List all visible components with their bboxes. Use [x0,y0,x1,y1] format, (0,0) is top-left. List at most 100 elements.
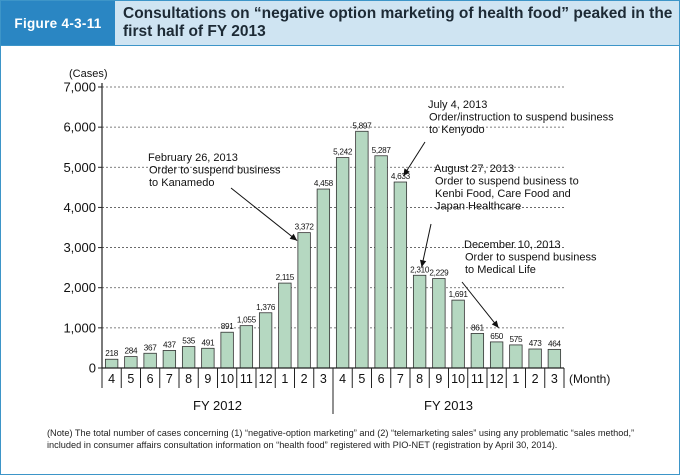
bar [374,155,388,369]
y-tick-label: 2,000 [63,280,96,295]
annotation-arrow [230,187,298,242]
x-tick-label: 11 [240,372,253,386]
x-tick-label: 9 [204,372,211,386]
annotation-line: August 27, 2013 [434,163,514,175]
bar-value-label: 2,310 [410,265,430,274]
bar [355,130,369,369]
bar [143,352,157,369]
x-tick-label: 6 [147,372,154,386]
annotation-line: Order to suspend business [465,252,597,264]
bar-value-label: 861 [471,323,485,332]
bar-value-label: 2,229 [429,269,449,278]
bar-value-label: 575 [509,335,523,344]
bar-value-label: 3,372 [295,223,315,232]
x-tick-label: 8 [416,372,423,386]
annotation-line: July 4, 2013 [428,99,487,111]
bar [278,282,292,369]
bar [181,346,196,369]
bar-value-label: 4,458 [314,179,334,188]
annotation-line: Order to suspend business [149,165,281,177]
figure-label: Figure 4-3-11 [1,1,115,45]
figure-header: Figure 4-3-11 Consultations on “negative… [1,1,679,46]
annotation-arrowhead [419,259,427,268]
annotation-arrowhead [289,233,298,241]
y-tick-label: 3,000 [63,240,96,255]
x-tick-label: 7 [166,372,173,386]
annotation-line: Japan Healthcare [435,201,521,213]
x-tick-label: 3 [320,372,327,386]
x-tick-label: 1 [512,372,519,386]
annotation-line: Kenbi Food, Care Food and [435,188,571,200]
x-tick-label: 11 [471,372,484,386]
x-tick-label: 2 [301,372,308,386]
bar [393,181,408,369]
bar [509,344,523,369]
bar-value-label: 5,897 [352,121,372,130]
annotation-line: February 26, 2013 [148,152,238,164]
x-tick-label: 12 [490,372,504,386]
annotation-line: to Medical Life [465,264,536,276]
annotation-line: to Kanamedo [149,177,214,189]
bar [335,157,350,369]
x-tick-label: 10 [451,372,465,386]
bar-value-label: 2,115 [276,273,295,282]
bar [547,348,562,369]
annotation-text: February 26, 2013 Order to suspend busine… [148,152,281,189]
x-tick-label: 1 [281,372,288,386]
figure-title: Consultations on “negative option market… [123,5,673,40]
bar-value-label: 437 [163,340,177,349]
x-tick-label: 9 [435,372,442,386]
bar-value-label: 535 [182,337,196,346]
x-tick-label: 2 [532,372,539,386]
bar-value-label: 5,242 [333,148,353,157]
y-tick-label: 7,000 [63,80,96,95]
bar-value-label: 1,055 [237,316,257,325]
y-tick-label: 5,000 [63,160,96,175]
bar [201,347,215,369]
bar-value-label: 1,691 [449,290,469,299]
bar [220,331,234,369]
annotation-arrowhead [491,320,499,328]
annotation-line: December 10, 2013 [464,239,561,251]
annotation-arrow [461,281,500,329]
x-tick-label: 5 [358,372,365,386]
annotation-text: December 10, 2013 Order to suspend busine… [464,239,597,276]
annotation-text: August 27, 2013 Order to suspend business… [434,163,579,213]
bar-value-label: 367 [144,343,158,352]
x-axis-label: (Month) [569,372,610,386]
bar [528,348,542,369]
bar [239,325,254,369]
bar [489,341,504,369]
bar [451,299,465,369]
annotation-line: Order to suspend business to [435,176,579,188]
x-tick-label: 10 [220,372,234,386]
bar-value-label: 284 [124,347,138,356]
x-tick-label: 6 [378,372,385,386]
annotation-arrow [421,223,432,268]
bar-value-label: 491 [201,338,215,347]
x-tick-label: 5 [127,372,134,386]
figure-note: (Note) The total number of cases concern… [47,428,635,450]
bar-value-label: 4,633 [391,172,411,181]
bar-value-label: 891 [221,322,235,331]
bar-value-label: 473 [529,339,543,348]
x-tick-label: 12 [259,372,273,386]
bar-value-label: 1,376 [256,303,276,312]
bar [258,312,273,369]
bar [162,350,177,369]
bar [470,333,485,369]
x-tick-label: 4 [339,372,346,386]
y-tick-label: 0 [89,361,96,376]
bar [297,232,311,369]
y-axis-label: (Cases) [69,68,108,80]
x-tick-label: 7 [397,372,404,386]
annotation-text: July 4, 2013 Order/instruction to suspend… [428,99,614,136]
y-tick-label: 6,000 [63,120,96,135]
annotation-line: Order/instruction to suspend business [429,112,614,124]
bar [104,358,119,369]
bar [316,188,331,369]
bar-chart: 0 1,000 2,000 3,000 4,000 5,000 6,000 7,000(Cas… [63,68,614,414]
annotation-arrowhead [403,168,410,177]
x-tick-label: 4 [108,372,115,386]
